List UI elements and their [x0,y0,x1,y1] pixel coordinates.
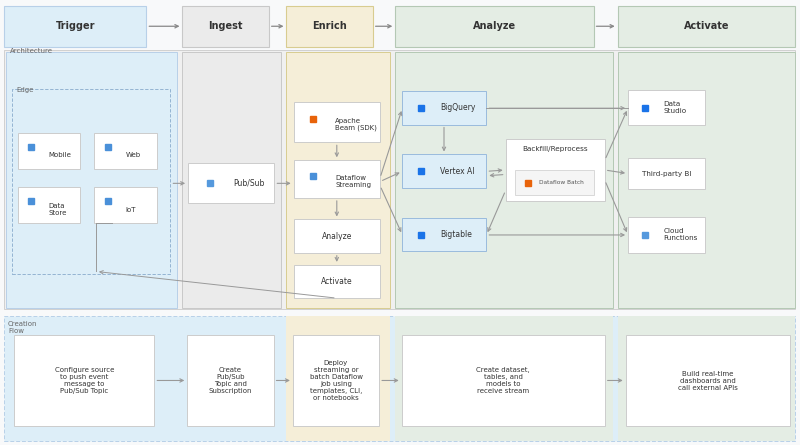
Text: Build real-time
dashboards and
call external APIs: Build real-time dashboards and call exte… [678,371,738,391]
Bar [626,335,790,426]
Bar [402,91,486,125]
Bar [187,335,274,426]
Text: Trigger: Trigger [55,21,95,31]
Bar [286,52,390,308]
Bar [402,218,486,251]
Text: Cloud
Functions: Cloud Functions [663,228,698,242]
Bar [618,6,795,47]
Text: Activate: Activate [684,21,729,31]
Text: Mobile: Mobile [49,152,72,158]
Bar [402,335,605,426]
Text: IoT: IoT [126,206,136,213]
Bar [94,133,157,169]
Text: Bigtable: Bigtable [440,230,472,239]
Text: Create dataset,
tables, and
models to
receive stream: Create dataset, tables, and models to re… [476,367,530,394]
Bar [294,102,380,142]
Bar [4,316,795,441]
Text: Apache
Beam (SDK): Apache Beam (SDK) [335,117,377,131]
Text: Web: Web [126,152,141,158]
Bar [14,335,154,426]
Bar [628,217,705,253]
Bar [395,316,613,441]
Bar [628,90,705,125]
Bar [402,154,486,188]
Bar [286,316,390,441]
Text: Backfill/Reprocess: Backfill/Reprocess [522,146,588,152]
Bar [4,50,795,309]
Text: Third-party BI: Third-party BI [642,170,691,177]
Bar [294,265,380,298]
Text: Pub/Sub: Pub/Sub [233,179,264,188]
Text: Ingest: Ingest [208,21,243,31]
Bar [515,170,594,195]
Text: Configure source
to push event
message to
Pub/Sub Topic: Configure source to push event message t… [54,367,114,394]
Bar [182,6,269,47]
Bar [618,316,795,441]
Text: Create
Pub/Sub
Topic and
Subscription: Create Pub/Sub Topic and Subscription [209,367,252,394]
Text: Deploy
streaming or
batch Dataflow
job using
templates, CLI,
or notebooks: Deploy streaming or batch Dataflow job u… [310,360,362,401]
Bar [188,163,274,203]
Text: Architecture: Architecture [10,49,53,54]
Text: Vertex AI: Vertex AI [440,166,474,176]
Bar [628,158,705,189]
Bar [12,89,170,274]
Text: BigQuery: BigQuery [440,103,475,113]
Bar [286,6,373,47]
Bar [395,6,594,47]
Bar [293,335,379,426]
Text: Data
Studio: Data Studio [663,101,686,114]
Bar [506,139,605,201]
Bar [18,187,80,223]
Text: Enrich: Enrich [312,21,347,31]
Bar [4,6,146,47]
Bar [18,133,80,169]
Bar [294,219,380,253]
Text: Analyze: Analyze [322,231,352,241]
Bar [294,160,380,198]
Bar [618,52,795,308]
Text: Activate: Activate [321,277,353,286]
Text: Creation
Flow: Creation Flow [8,321,38,334]
Bar [6,52,177,308]
Bar [94,187,157,223]
Text: Data
Store: Data Store [49,203,67,216]
Bar [182,52,281,308]
Text: Edge: Edge [17,87,34,93]
Text: Dataflow
Streaming: Dataflow Streaming [335,174,371,187]
Text: Analyze: Analyze [473,21,516,31]
Bar [395,52,613,308]
Text: Dataflow Batch: Dataflow Batch [538,180,583,185]
